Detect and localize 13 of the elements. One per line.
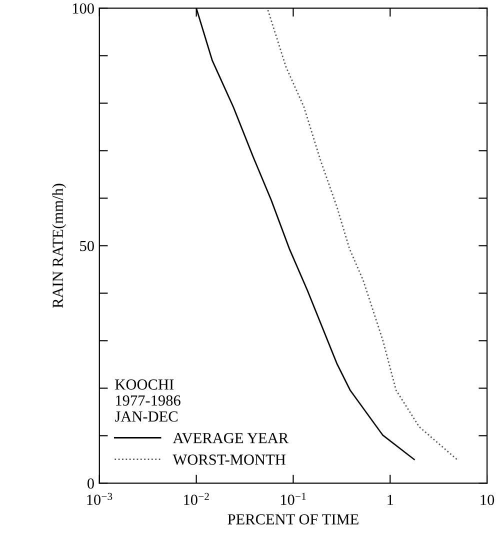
legend-label: WORST-MONTH <box>172 454 286 465</box>
y-tick-label: 100 <box>72 3 94 14</box>
legend-title: KOOCHI 1977-1986 JAN-DEC <box>115 379 180 422</box>
x-tick-label: 10$^{−1}$ <box>280 492 306 505</box>
legend-label: AVERAGE YEAR <box>172 432 289 444</box>
x-tick-label: 10$^{−3}$ <box>87 492 112 505</box>
x-tick-label: 1 <box>388 494 394 505</box>
y-axis-title: RAIN RATE(mm/h) <box>52 184 66 308</box>
x-tick-label: 10 <box>480 494 494 506</box>
x-axis-title: PERCENT OF TIME <box>228 514 358 524</box>
y-tick-label: 0 <box>87 478 94 489</box>
x-tick-label: 10$^{−2}$ <box>184 492 209 505</box>
y-tick-label: 50 <box>80 240 94 252</box>
